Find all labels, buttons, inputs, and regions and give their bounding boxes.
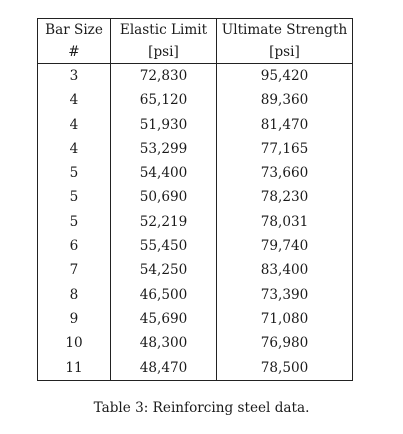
cell-ultimate-strength: 89,360	[216, 88, 353, 113]
table-row: 4 65,120 89,360	[37, 88, 353, 113]
table-row: 4 53,299 77,165	[37, 136, 353, 162]
cell-ultimate-strength: 78,230	[216, 185, 353, 210]
cell-bar-size: 6	[37, 234, 111, 259]
table-row: 6 55,450 79,740	[37, 234, 353, 259]
cell-ultimate-strength: 73,390	[216, 282, 353, 307]
cell-bar-size: 10	[37, 331, 111, 356]
cell-elastic-limit: 46,500	[110, 282, 217, 307]
cell-bar-size: 5	[37, 161, 111, 186]
cell-bar-size: 4	[37, 88, 111, 113]
cell-bar-size: 4	[37, 112, 111, 137]
cell-bar-size: 3	[37, 63, 111, 89]
cell-elastic-limit: 45,690	[110, 306, 217, 332]
cell-ultimate-strength: 83,400	[216, 258, 353, 283]
cell-ultimate-strength: 95,420	[216, 63, 353, 89]
table-body: 3 72,830 95,420 4 65,120 89,360 4 51,930…	[37, 63, 353, 381]
cell-ultimate-strength: 71,080	[216, 306, 353, 332]
cell-elastic-limit: 55,450	[110, 234, 217, 259]
cell-elastic-limit: 65,120	[110, 88, 217, 113]
table-header: Bar Size Elastic Limit Ultimate Strength…	[37, 18, 353, 64]
cell-elastic-limit: 50,690	[110, 185, 217, 210]
cell-elastic-limit: 54,250	[110, 258, 217, 283]
cell-ultimate-strength: 73,660	[216, 161, 353, 186]
table-row: 3 72,830 95,420	[37, 63, 353, 89]
cell-elastic-limit: 52,219	[110, 209, 217, 235]
table-row: 4 51,930 81,470	[37, 112, 353, 137]
steel-data-table-container: Bar Size Elastic Limit Ultimate Strength…	[37, 18, 353, 381]
cell-bar-size: 11	[37, 355, 111, 381]
cell-bar-size: 4	[37, 136, 111, 162]
cell-bar-size: 5	[37, 185, 111, 210]
cell-ultimate-strength: 81,470	[216, 112, 353, 137]
cell-elastic-limit: 53,299	[110, 136, 217, 162]
cell-ultimate-strength: 77,165	[216, 136, 353, 162]
table-row: 8 46,500 73,390	[37, 282, 353, 307]
cell-elastic-limit: 48,470	[110, 355, 217, 381]
header-elastic-limit-unit: [psi]	[110, 41, 217, 64]
cell-ultimate-strength: 79,740	[216, 234, 353, 259]
cell-elastic-limit: 51,930	[110, 112, 217, 137]
cell-ultimate-strength: 78,031	[216, 209, 353, 235]
header-row-1: Bar Size Elastic Limit Ultimate Strength	[37, 18, 353, 41]
table-row: 9 45,690 71,080	[37, 306, 353, 332]
header-bar-size-unit: #	[37, 41, 111, 64]
steel-data-table: Bar Size Elastic Limit Ultimate Strength…	[37, 18, 353, 381]
cell-bar-size: 5	[37, 209, 111, 235]
header-elastic-limit: Elastic Limit	[110, 18, 217, 41]
table-row: 5 50,690 78,230	[37, 185, 353, 210]
cell-bar-size: 8	[37, 282, 111, 307]
cell-bar-size: 7	[37, 258, 111, 283]
table-row: 5 54,400 73,660	[37, 161, 353, 186]
table-row: 10 48,300 76,980	[37, 331, 353, 356]
header-bar-size: Bar Size	[37, 18, 111, 41]
cell-ultimate-strength: 76,980	[216, 331, 353, 356]
table-row: 5 52,219 78,031	[37, 209, 353, 235]
header-row-2: # [psi] [psi]	[37, 41, 353, 64]
cell-elastic-limit: 48,300	[110, 331, 217, 356]
cell-elastic-limit: 72,830	[110, 63, 217, 89]
table-row: 11 48,470 78,500	[37, 355, 353, 381]
header-ultimate-strength: Ultimate Strength	[216, 18, 353, 41]
header-ultimate-strength-unit: [psi]	[216, 41, 353, 64]
table-caption: Table 3: Reinforcing steel data.	[93, 400, 310, 416]
cell-elastic-limit: 54,400	[110, 161, 217, 186]
cell-ultimate-strength: 78,500	[216, 355, 353, 381]
cell-bar-size: 9	[37, 306, 111, 332]
table-row: 7 54,250 83,400	[37, 258, 353, 283]
